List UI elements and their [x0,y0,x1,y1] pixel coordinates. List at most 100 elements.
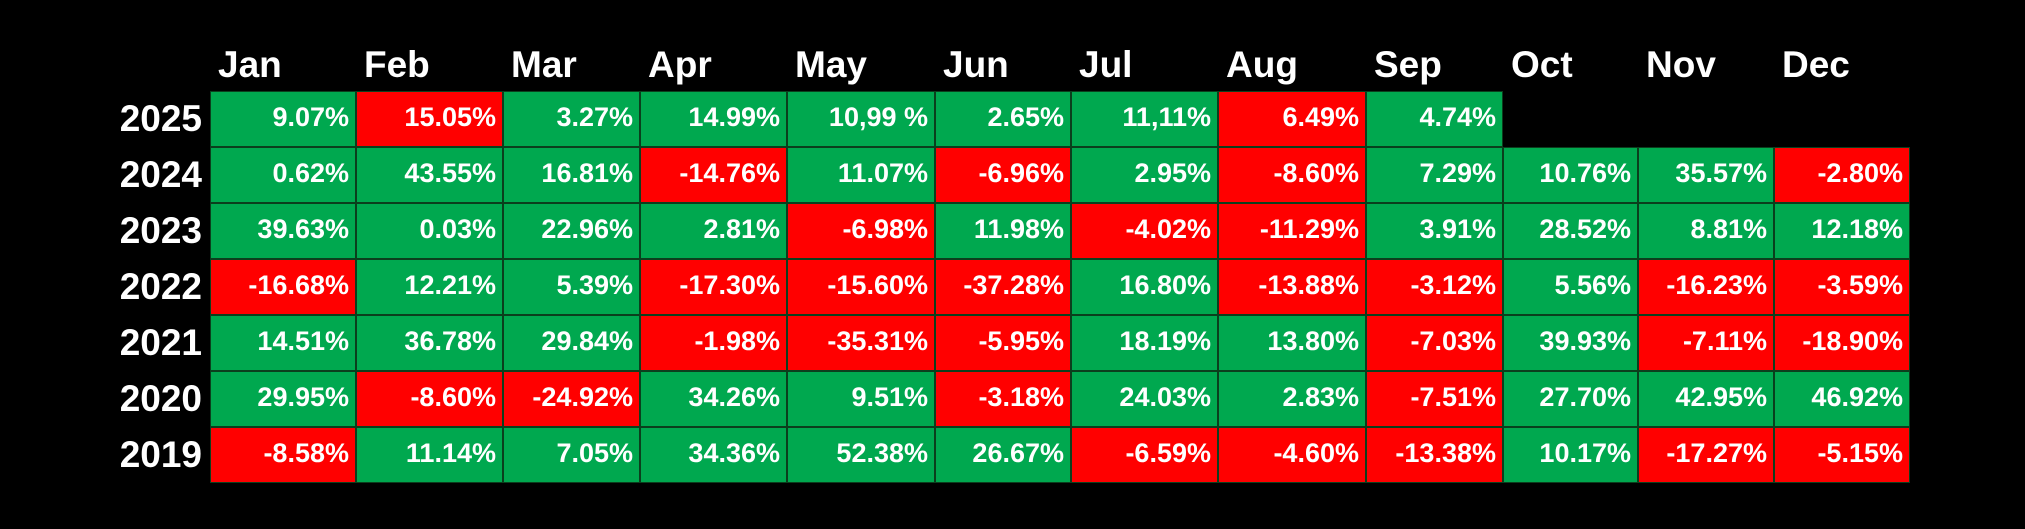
return-cell-2021-may: -35.31% [787,315,935,371]
return-cell-2020-aug: 2.83% [1218,371,1366,427]
return-cell-2021-oct: 39.93% [1503,315,1638,371]
return-cell-2024-dec: -2.80% [1774,147,1910,203]
return-cell-2025-aug: 6.49% [1218,91,1366,147]
return-cell-2020-dec: 46.92% [1774,371,1910,427]
month-label-jan: Jan [218,44,282,85]
return-cell-2019-nov: -17.27% [1638,427,1774,483]
return-cell-2020-jun: -3.18% [935,371,1071,427]
return-cell-2020-apr: 34.26% [640,371,787,427]
return-cell-2023-sep: 3.91% [1366,203,1503,259]
return-cell-2019-jul: -6.59% [1071,427,1218,483]
return-cell-2022-may: -15.60% [787,259,935,315]
return-cell-2020-feb: -8.60% [356,371,503,427]
return-cell-2022-sep: -3.12% [1366,259,1503,315]
year-label-2024: 2024 [119,154,202,195]
month-label-feb: Feb [364,44,430,85]
return-cell-2019-sep: -13.38% [1366,427,1503,483]
return-cell-2022-oct: 5.56% [1503,259,1638,315]
year-label-2021: 2021 [119,322,202,363]
month-label-may: May [795,44,867,85]
return-cell-2020-may: 9.51% [787,371,935,427]
return-cell-2025-mar: 3.27% [503,91,640,147]
month-label-apr: Apr [648,44,712,85]
return-cell-2024-sep: 7.29% [1366,147,1503,203]
return-cell-2022-aug: -13.88% [1218,259,1366,315]
return-cell-2023-nov: 8.81% [1638,203,1774,259]
month-label-jun: Jun [943,44,1009,85]
return-cell-2025-apr: 14.99% [640,91,787,147]
return-cell-2025-jul: 11,11% [1071,91,1218,147]
return-cell-2023-aug: -11.29% [1218,203,1366,259]
return-cell-2020-mar: -24.92% [503,371,640,427]
return-cell-2019-aug: -4.60% [1218,427,1366,483]
month-label-sep: Sep [1374,44,1442,85]
return-cell-2023-apr: 2.81% [640,203,787,259]
return-cell-2023-jan: 39.63% [210,203,356,259]
return-cell-2019-dec: -5.15% [1774,427,1910,483]
return-cell-2024-jan: 0.62% [210,147,356,203]
return-cell-2020-jul: 24.03% [1071,371,1218,427]
return-cell-2021-mar: 29.84% [503,315,640,371]
return-cell-2021-aug: 13.80% [1218,315,1366,371]
return-cell-2022-mar: 5.39% [503,259,640,315]
return-cell-2019-jan: -8.58% [210,427,356,483]
return-cell-2021-nov: -7.11% [1638,315,1774,371]
return-cell-2021-jun: -5.95% [935,315,1071,371]
return-cell-2022-feb: 12.21% [356,259,503,315]
return-cell-2024-may: 11.07% [787,147,935,203]
return-cell-2021-apr: -1.98% [640,315,787,371]
year-label-2020: 2020 [119,378,202,419]
return-cell-2021-jul: 18.19% [1071,315,1218,371]
return-cell-2019-apr: 34.36% [640,427,787,483]
return-cell-2024-jun: -6.96% [935,147,1071,203]
return-cell-2023-jun: 11.98% [935,203,1071,259]
return-cell-2020-oct: 27.70% [1503,371,1638,427]
return-cell-2023-jul: -4.02% [1071,203,1218,259]
return-cell-2019-may: 52.38% [787,427,935,483]
return-cell-2020-nov: 42.95% [1638,371,1774,427]
return-cell-2024-mar: 16.81% [503,147,640,203]
month-label-dec: Dec [1782,44,1850,85]
return-cell-2024-apr: -14.76% [640,147,787,203]
year-label-2025: 2025 [119,98,202,139]
return-cell-2024-jul: 2.95% [1071,147,1218,203]
return-cell-2024-aug: -8.60% [1218,147,1366,203]
month-label-oct: Oct [1511,44,1573,85]
month-label-aug: Aug [1226,44,1298,85]
year-label-2019: 2019 [119,434,202,475]
return-cell-2024-feb: 43.55% [356,147,503,203]
return-cell-2023-mar: 22.96% [503,203,640,259]
return-cell-2025-may: 10,99 % [787,91,935,147]
year-label-2023: 2023 [119,210,202,251]
return-cell-2023-may: -6.98% [787,203,935,259]
year-label-2022: 2022 [119,266,202,307]
return-cell-2022-jan: -16.68% [210,259,356,315]
return-cell-2021-feb: 36.78% [356,315,503,371]
return-cell-2025-jun: 2.65% [935,91,1071,147]
return-cell-2023-dec: 12.18% [1774,203,1910,259]
return-cell-2022-dec: -3.59% [1774,259,1910,315]
return-cell-2019-feb: 11.14% [356,427,503,483]
return-cell-2022-jul: 16.80% [1071,259,1218,315]
month-label-nov: Nov [1646,44,1716,85]
return-cell-2025-sep: 4.74% [1366,91,1503,147]
return-cell-2019-jun: 26.67% [935,427,1071,483]
return-cell-2024-nov: 35.57% [1638,147,1774,203]
month-label-mar: Mar [511,44,577,85]
return-cell-2021-dec: -18.90% [1774,315,1910,371]
return-cell-2023-oct: 28.52% [1503,203,1638,259]
return-cell-2021-sep: -7.03% [1366,315,1503,371]
return-cell-2024-oct: 10.76% [1503,147,1638,203]
return-cell-2020-sep: -7.51% [1366,371,1503,427]
return-cell-2025-jan: 9.07% [210,91,356,147]
return-cell-2019-mar: 7.05% [503,427,640,483]
return-cell-2022-apr: -17.30% [640,259,787,315]
return-cell-2025-feb: 15.05% [356,91,503,147]
return-cell-2021-jan: 14.51% [210,315,356,371]
return-cell-2020-jan: 29.95% [210,371,356,427]
return-cell-2019-oct: 10.17% [1503,427,1638,483]
return-cell-2022-jun: -37.28% [935,259,1071,315]
return-cell-2023-feb: 0.03% [356,203,503,259]
return-cell-2022-nov: -16.23% [1638,259,1774,315]
